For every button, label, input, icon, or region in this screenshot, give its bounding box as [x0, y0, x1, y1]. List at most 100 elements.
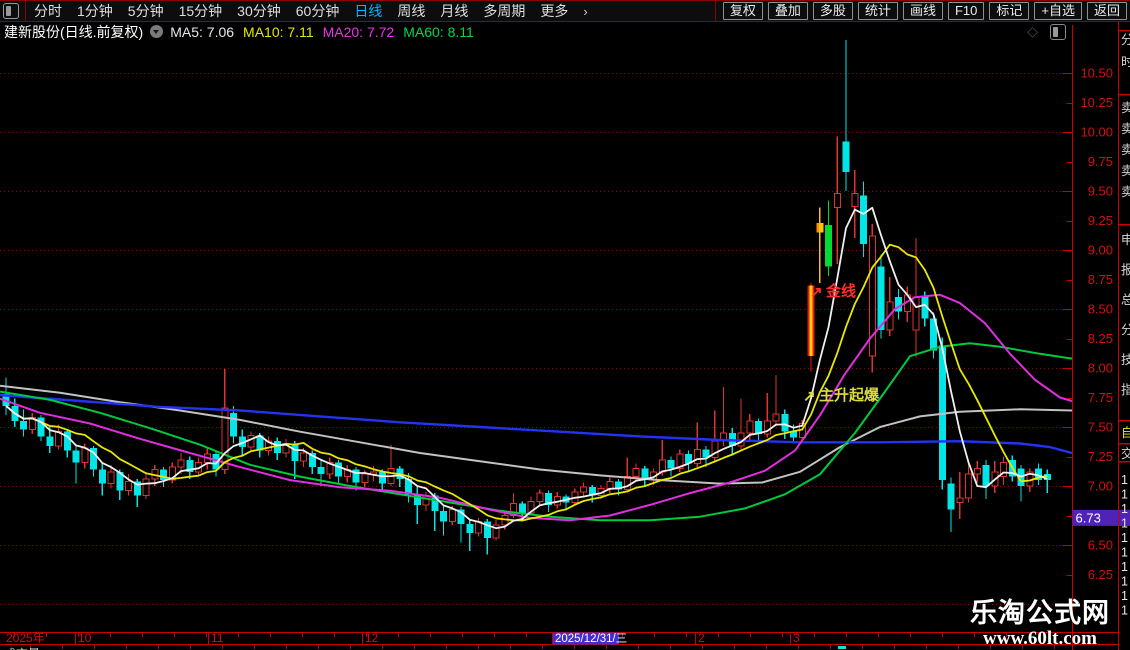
svg-text:6.50: 6.50: [1088, 538, 1113, 553]
menu-item-multi-period[interactable]: 多周期: [483, 3, 526, 19]
menu-item-fenshi[interactable]: 分时: [34, 3, 62, 19]
fuquan-button[interactable]: 复权: [722, 2, 763, 20]
highlighted-date: 2025/12/31/三: [553, 632, 627, 645]
svg-text:技: 技: [1121, 353, 1130, 367]
svg-text:8.25: 8.25: [1088, 331, 1113, 346]
svg-text:7.00: 7.00: [1088, 479, 1113, 494]
svg-text:1: 1: [1121, 604, 1128, 618]
watermark-url: www.60lt.com: [983, 628, 1097, 649]
svg-text:↗: ↗: [810, 284, 823, 301]
svg-text:总: 总: [1121, 293, 1130, 307]
panel-toggle-fill: [1053, 26, 1058, 37]
ma-legend-item: MA5: 7.06: [170, 23, 235, 40]
svg-text:申: 申: [1121, 233, 1130, 247]
svg-text:2025/12/31/三: 2025/12/31/三: [555, 633, 627, 645]
candles-group: [2, 39, 1051, 555]
menu-item-1min[interactable]: 1分钟: [77, 3, 113, 19]
svg-text:2: 2: [698, 631, 705, 645]
ma-line-blue-line: [0, 393, 1073, 455]
menu-item-30min[interactable]: 30分钟: [237, 3, 281, 19]
ma-legend: MA5: 7.06 MA10: 7.11 MA20: 7.72 MA60: 8.11: [170, 24, 474, 40]
svg-text:8.75: 8.75: [1088, 272, 1113, 287]
svg-text:11: 11: [211, 631, 224, 645]
svg-text:10.25: 10.25: [1080, 95, 1113, 110]
svg-text:指: 指: [1121, 382, 1130, 397]
svg-text:分: 分: [1121, 33, 1130, 47]
svg-text:分: 分: [1121, 323, 1130, 337]
more-arrow-icon[interactable]: ›: [583, 3, 588, 19]
title-right-icons: ◇: [1027, 23, 1070, 40]
clipped-indicator-label: 成交量: [4, 646, 40, 650]
svg-text:8.50: 8.50: [1088, 302, 1113, 317]
svg-text:7.25: 7.25: [1088, 449, 1113, 464]
menu-item-daily[interactable]: 日线: [354, 3, 383, 19]
tongji-button[interactable]: 统计: [857, 2, 898, 20]
svg-text:12: 12: [365, 631, 379, 645]
svg-text:卖: 卖: [1121, 101, 1130, 115]
svg-text:10.00: 10.00: [1080, 125, 1113, 140]
svg-text:1: 1: [1121, 488, 1128, 502]
svg-text:1: 1: [1121, 589, 1128, 603]
fanhui-button[interactable]: 返回: [1086, 2, 1127, 20]
annotation-main-rise: ↗ 主升起爆: [803, 386, 880, 405]
svg-text:1: 1: [1121, 575, 1128, 589]
zixuan-button[interactable]: +自选: [1034, 2, 1082, 20]
svg-text:8.00: 8.00: [1088, 361, 1113, 376]
menu-item-monthly[interactable]: 月线: [440, 3, 469, 19]
diejia-button[interactable]: 叠加: [767, 2, 808, 20]
ma-line-MA10: [5, 243, 1048, 522]
toolbar: 分时 1分钟 5分钟 15分钟 30分钟 60分钟 日线 周线 月线 多周期 更多 › 复权 叠加 多股统…: [0, 0, 1130, 22]
svg-text:9.25: 9.25: [1088, 213, 1113, 228]
svg-text:金线: 金线: [825, 282, 856, 300]
svg-text:10.50: 10.50: [1080, 66, 1113, 81]
svg-text:1: 1: [1121, 473, 1128, 487]
panel-toggle-icon[interactable]: [3, 3, 19, 19]
svg-text:时: 时: [1121, 55, 1130, 69]
duogu-button[interactable]: 多股: [812, 2, 853, 20]
ma-legend-item: MA60: 8.11: [403, 23, 474, 40]
menu-item-60min[interactable]: 60分钟: [295, 3, 340, 19]
svg-text:7.75: 7.75: [1088, 390, 1113, 405]
svg-text:1: 1: [1121, 546, 1128, 560]
menu-item-more[interactable]: 更多: [540, 3, 569, 19]
ma-legend-item: MA10: 7.11: [243, 23, 314, 40]
svg-text:9.75: 9.75: [1088, 154, 1113, 169]
svg-text:6.73: 6.73: [1076, 510, 1101, 525]
svg-text:1: 1: [1121, 517, 1128, 531]
toolbar-divider: [25, 1, 26, 21]
menu-item-weekly[interactable]: 周线: [397, 3, 426, 19]
svg-text:主升起爆: 主升起爆: [819, 386, 880, 404]
menu-item-15min[interactable]: 15分钟: [178, 3, 223, 19]
diamond-icon[interactable]: ◇: [1027, 23, 1038, 39]
svg-text:↗: ↗: [803, 388, 816, 405]
svg-text:报: 报: [1121, 262, 1130, 277]
svg-text:6.25: 6.25: [1088, 567, 1113, 582]
ma-legend-item: MA20: 7.72: [322, 23, 395, 40]
f10-button[interactable]: F10: [947, 2, 985, 20]
clipped-panel-fragment: [838, 646, 846, 649]
stock-title: 建新股份(日线.前复权): [4, 23, 144, 40]
ma-line-MA20: [0, 293, 1073, 522]
svg-text:2025年: 2025年: [6, 631, 45, 645]
toolbar-buttons: 复权 叠加 多股 统计 画线 F10 标记 +自选 返回: [714, 1, 1130, 21]
svg-text:9.00: 9.00: [1088, 243, 1113, 258]
svg-text:卖: 卖: [1121, 185, 1130, 199]
annotation-goldline: ↗ 金线: [810, 282, 856, 301]
svg-text:卖: 卖: [1121, 143, 1130, 157]
svg-text:交: 交: [1121, 446, 1130, 461]
period-menu: 分时 1分钟 5分钟 15分钟 30分钟 60分钟 日线 周线 月线 多周期 更多 ›: [34, 1, 588, 21]
panel-toggle-icon-right[interactable]: [1050, 23, 1066, 40]
title-row: 建新股份(日线.前复权) MA5: 7.06 MA10: 7.11 MA20: 7.…: [0, 23, 1130, 40]
chevron-down-icon[interactable]: [150, 25, 164, 38]
panel-toggle-fill: [6, 6, 11, 16]
watermark-site-name: 乐淘公式网: [970, 598, 1110, 628]
watermark: 乐淘公式网 www.60lt.com: [970, 598, 1110, 649]
svg-text:1: 1: [1121, 531, 1128, 545]
huaxian-button[interactable]: 画线: [902, 2, 943, 20]
svg-text:9.50: 9.50: [1088, 184, 1113, 199]
price-axis: [1062, 25, 1073, 650]
menu-item-5min[interactable]: 5分钟: [127, 3, 164, 19]
biaoji-button[interactable]: 标记: [989, 2, 1030, 20]
